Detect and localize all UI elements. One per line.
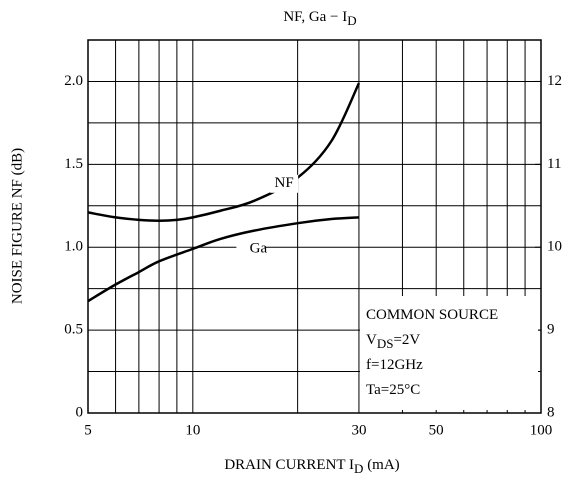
y2-tick-label: 12 — [547, 73, 562, 89]
annotation-line: Ta=25°C — [366, 382, 420, 398]
subscript: D — [354, 461, 363, 476]
text-part: NF, Ga − I — [283, 9, 347, 25]
series-label: Ga — [250, 240, 268, 256]
text-part: (mA) — [363, 457, 399, 473]
text-part: V — [366, 332, 377, 348]
x-axis-label: DRAIN CURRENT ID (mA) — [224, 457, 399, 476]
y2-tick-label: 9 — [547, 322, 555, 338]
x-tick-label: 30 — [351, 422, 366, 438]
y-tick-label: 2.0 — [64, 73, 83, 89]
label-bg — [270, 174, 299, 193]
label-bg — [236, 238, 265, 257]
y-tick-label: 1.0 — [64, 239, 83, 255]
text-part: =2V — [393, 332, 420, 348]
y2-tick-label: 11 — [547, 156, 561, 172]
y-tick-label: 0 — [76, 404, 84, 420]
y2-tick-label: 8 — [547, 404, 555, 420]
annotation-box — [360, 296, 538, 410]
annotation-line: COMMON SOURCE — [366, 307, 498, 323]
series-label: NF — [275, 175, 294, 191]
y-tick-label: 1.5 — [64, 156, 83, 172]
x-tick-label: 10 — [185, 422, 200, 438]
series-line — [87, 216, 360, 303]
annotation-line: VDS=2V — [366, 332, 420, 351]
subscript: DS — [377, 336, 394, 351]
text-part: DRAIN CURRENT I — [224, 457, 354, 473]
x-tick-label: 50 — [429, 422, 444, 438]
x-tick-label: 100 — [530, 422, 553, 438]
y-tick-label: 0.5 — [64, 322, 83, 338]
text-part: Ta=25°C — [366, 382, 420, 398]
text-part: COMMON SOURCE — [366, 307, 498, 323]
y2-tick-label: 10 — [547, 239, 562, 255]
chart-title: NF, Ga − ID — [283, 9, 356, 28]
subscript: D — [347, 13, 356, 28]
x-tick-label: 5 — [84, 422, 92, 438]
y-axis-label: NOISE FIGURE NF (dB) — [9, 148, 25, 304]
annotation-line: f=12GHz — [366, 357, 423, 373]
text-part: f=12GHz — [366, 357, 423, 373]
series-line — [87, 82, 361, 222]
